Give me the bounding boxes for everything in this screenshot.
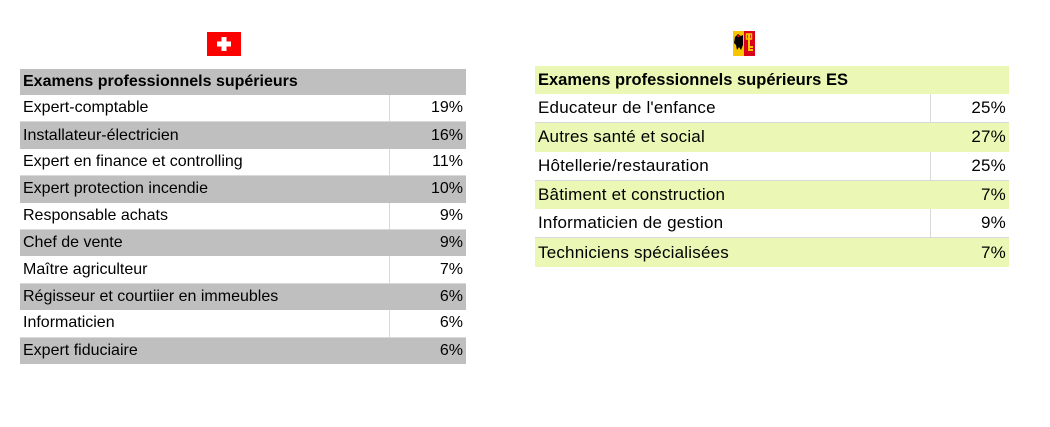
table-header: Examens professionnels supérieurs ES	[535, 66, 1009, 94]
table-row: Installateur-électricien 16%	[20, 121, 466, 149]
row-label: Bâtiment et construction	[535, 180, 930, 210]
row-label: Expert-comptable	[20, 95, 390, 123]
table-row: Informaticien de gestion 9%	[535, 209, 1009, 239]
table-row: Responsable achats 9%	[20, 202, 466, 230]
row-label: Expert fiduciaire	[20, 337, 389, 364]
row-value: 7%	[930, 237, 1009, 267]
row-value: 10%	[389, 175, 466, 203]
row-value: 6%	[389, 337, 466, 364]
row-label: Informaticien de gestion	[535, 209, 931, 239]
table-row: Expert en finance et controlling 11%	[20, 148, 466, 177]
row-value: 27%	[930, 122, 1009, 152]
table-row: Expert protection incendie 10%	[20, 175, 466, 203]
row-value: 6%	[389, 283, 466, 311]
table-row: Techniciens spécialisées 7%	[535, 237, 1009, 267]
row-label: Régisseur et courtiier en immeubles	[20, 283, 389, 311]
row-value: 11%	[389, 148, 466, 177]
row-label: Installateur-électricien	[20, 121, 389, 149]
swiss-exams-table: Examens professionnels supérieurs Expert…	[20, 69, 466, 364]
row-value: 25%	[930, 94, 1009, 124]
row-label: Expert protection incendie	[20, 175, 389, 203]
row-value: 7%	[389, 256, 466, 284]
row-label: Chef de vente	[20, 229, 389, 257]
row-label: Autres santé et social	[535, 122, 930, 152]
table-row: Hôtellerie/restauration 25%	[535, 151, 1009, 181]
geneva-flag-icon	[733, 31, 755, 56]
row-value: 7%	[930, 180, 1009, 210]
row-value: 9%	[389, 202, 466, 230]
table-row: Informaticien 6%	[20, 310, 466, 338]
table-row: Maître agriculteur 7%	[20, 256, 466, 284]
geneva-exams-table: Examens professionnels supérieurs ES Edu…	[535, 66, 1009, 267]
row-label: Expert en finance et controlling	[20, 148, 390, 177]
row-value: 19%	[389, 95, 466, 123]
table-header-row: Examens professionnels supérieurs	[20, 69, 466, 95]
row-label: Informaticien	[20, 310, 390, 338]
row-label: Hôtellerie/restauration	[535, 151, 931, 181]
switzerland-flag-icon	[207, 32, 241, 56]
table-header: Examens professionnels supérieurs	[20, 69, 466, 95]
row-label: Responsable achats	[20, 202, 390, 230]
row-value: 25%	[930, 151, 1009, 181]
row-label: Techniciens spécialisées	[535, 237, 930, 267]
table-header-row: Examens professionnels supérieurs ES	[535, 66, 1009, 94]
table-row: Chef de vente 9%	[20, 229, 466, 257]
row-value: 9%	[389, 229, 466, 257]
row-value: 9%	[930, 209, 1009, 239]
table-row: Bâtiment et construction 7%	[535, 180, 1009, 210]
table-row: Educateur de l'enfance 25%	[535, 94, 1009, 124]
table-row: Régisseur et courtiier en immeubles 6%	[20, 283, 466, 311]
row-value: 16%	[389, 121, 466, 149]
table-row: Expert fiduciaire 6%	[20, 337, 466, 364]
row-label: Educateur de l'enfance	[535, 94, 931, 124]
row-value: 6%	[389, 310, 466, 338]
row-label: Maître agriculteur	[20, 256, 390, 284]
table-row: Autres santé et social 27%	[535, 122, 1009, 152]
table-row: Expert-comptable 19%	[20, 95, 466, 123]
